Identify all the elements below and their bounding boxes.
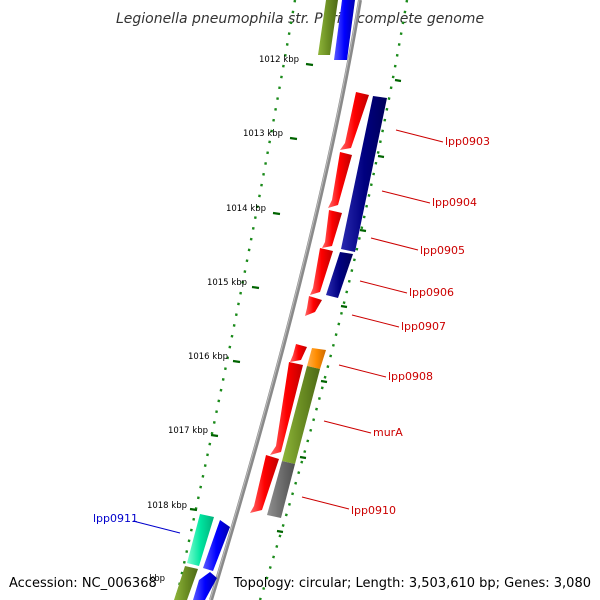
cog-strip-olive <box>282 366 320 464</box>
label-murA[interactable]: murA <box>323 420 403 439</box>
gene-lpp0911 <box>187 514 214 566</box>
gene-lpp0906 <box>310 248 333 295</box>
gene-label-lpp0905[interactable]: lpp0905 <box>420 244 465 257</box>
tick-label: 1017 kbp <box>168 426 208 436</box>
tick-1019: kbp <box>149 574 165 584</box>
gene-lpp0903 <box>340 92 369 150</box>
gene-lpp0907 <box>305 296 322 316</box>
tick-label: 1016 kbp <box>188 352 228 362</box>
gene-top-blue <box>334 0 355 60</box>
gene-lpp0908 <box>290 344 307 362</box>
tick-1017: 1017 kbp <box>168 426 219 438</box>
tick-1015: 1015 kbp <box>207 278 260 290</box>
label-lpp0906[interactable]: lpp0906 <box>359 280 454 299</box>
gene-label-lpp0903[interactable]: lpp0903 <box>445 135 490 148</box>
gene-label-lpp0904[interactable]: lpp0904 <box>432 196 477 209</box>
gene-lpp0905 <box>322 210 342 248</box>
label-lpp0910[interactable]: lpp0910 <box>301 496 396 517</box>
gene-bottom-blue-2 <box>193 572 217 600</box>
gene-label-lpp0910[interactable]: lpp0910 <box>351 504 396 517</box>
label-lpp0905[interactable]: lpp0905 <box>370 237 465 257</box>
gene-bottom-olive <box>174 566 198 600</box>
gene-lpp0910 <box>250 455 279 513</box>
gene-lpp0904 <box>328 152 352 208</box>
cog-strip-gray <box>267 461 295 518</box>
label-lpp0904[interactable]: lpp0904 <box>381 190 477 209</box>
gene-label-lpp0908[interactable]: lpp0908 <box>388 370 433 383</box>
tick-1013: 1013 kbp <box>243 129 298 141</box>
tick-1014: 1014 kbp <box>226 204 281 216</box>
gene-top-olive <box>318 0 338 55</box>
tick-label: 1014 kbp <box>226 204 266 214</box>
tick-1018: 1018 kbp <box>147 501 198 512</box>
tick-label: 1012 kbp <box>259 55 299 65</box>
tick-label: 1018 kbp <box>147 501 187 511</box>
outer-tick-marks <box>276 78 402 534</box>
gene-label-lpp0906[interactable]: lpp0906 <box>409 286 454 299</box>
genome-backbone <box>209 0 362 600</box>
tick-label: 1015 kbp <box>207 278 247 288</box>
genome-backbone-highlight <box>209 0 360 600</box>
gene-label-lpp0911[interactable]: lpp0911 <box>93 512 138 525</box>
gene-murA <box>270 362 303 455</box>
tick-label: 1013 kbp <box>243 129 283 139</box>
gene-label-murA[interactable]: murA <box>373 426 403 439</box>
accession-text: Accession: NC_006368 <box>9 576 157 591</box>
tick-1016: 1016 kbp <box>188 352 241 364</box>
gene-bottom-blue-1 <box>203 520 230 571</box>
label-lpp0911[interactable]: lpp0911 <box>93 512 181 534</box>
cog-strip-lpp0906 <box>326 252 353 298</box>
cog-strip-lpp0903-lpp0905 <box>341 96 387 252</box>
label-lpp0903[interactable]: lpp0903 <box>395 129 490 148</box>
gene-label-lpp0907[interactable]: lpp0907 <box>401 320 446 333</box>
outer-dotted-guide <box>258 0 409 600</box>
topology-text: Topology: circular; Length: 3,503,610 bp… <box>233 576 591 591</box>
label-lpp0907[interactable]: lpp0907 <box>351 314 446 333</box>
map-title: Legionella pneumophila str. Paris, compl… <box>116 11 484 27</box>
tick-label: kbp <box>149 574 165 584</box>
cog-strip-orange <box>307 348 326 369</box>
label-lpp0908[interactable]: lpp0908 <box>338 364 433 383</box>
tick-1012: 1012 kbp <box>259 55 314 67</box>
